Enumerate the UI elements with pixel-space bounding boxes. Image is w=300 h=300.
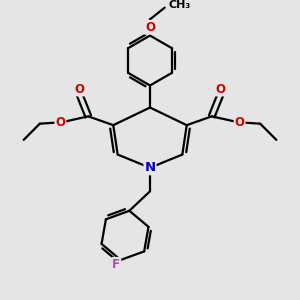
Text: CH₃: CH₃: [168, 0, 190, 10]
Text: O: O: [235, 116, 244, 129]
Text: O: O: [56, 116, 65, 129]
Text: O: O: [74, 82, 85, 95]
Text: O: O: [215, 82, 226, 95]
Text: F: F: [112, 258, 120, 271]
Text: O: O: [145, 21, 155, 34]
Text: N: N: [144, 161, 156, 174]
